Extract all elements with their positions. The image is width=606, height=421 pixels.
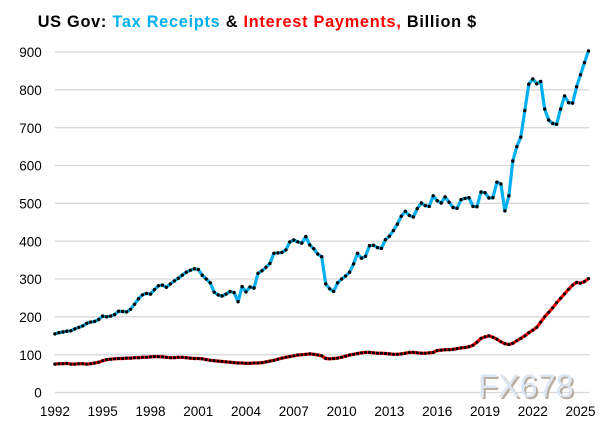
svg-text:800: 800 — [19, 83, 42, 98]
svg-text:FX678: FX678 — [478, 368, 574, 404]
svg-text:2016: 2016 — [422, 404, 452, 419]
svg-text:700: 700 — [19, 121, 42, 136]
svg-text:2022: 2022 — [518, 404, 548, 419]
svg-text:900: 900 — [19, 45, 42, 60]
svg-text:200: 200 — [19, 310, 42, 325]
svg-text:300: 300 — [19, 272, 42, 287]
svg-text:0: 0 — [34, 386, 42, 401]
svg-text:1995: 1995 — [88, 404, 118, 419]
svg-text:2025: 2025 — [565, 404, 595, 419]
svg-text:500: 500 — [19, 197, 42, 212]
svg-text:US Gov: Tax Receipts & Interes: US Gov: Tax Receipts & Interest Payments… — [38, 13, 477, 31]
svg-text:400: 400 — [19, 234, 42, 249]
svg-text:FX678: FX678 — [480, 370, 576, 406]
svg-text:2004: 2004 — [231, 404, 262, 419]
svg-text:600: 600 — [19, 159, 42, 174]
svg-text:2001: 2001 — [183, 404, 213, 419]
svg-text:2007: 2007 — [279, 404, 309, 419]
svg-text:2010: 2010 — [327, 404, 357, 419]
svg-text:2013: 2013 — [374, 404, 404, 419]
svg-text:100: 100 — [19, 348, 42, 363]
svg-text:2019: 2019 — [470, 404, 500, 419]
svg-text:1992: 1992 — [40, 404, 70, 419]
svg-text:1998: 1998 — [135, 404, 165, 419]
